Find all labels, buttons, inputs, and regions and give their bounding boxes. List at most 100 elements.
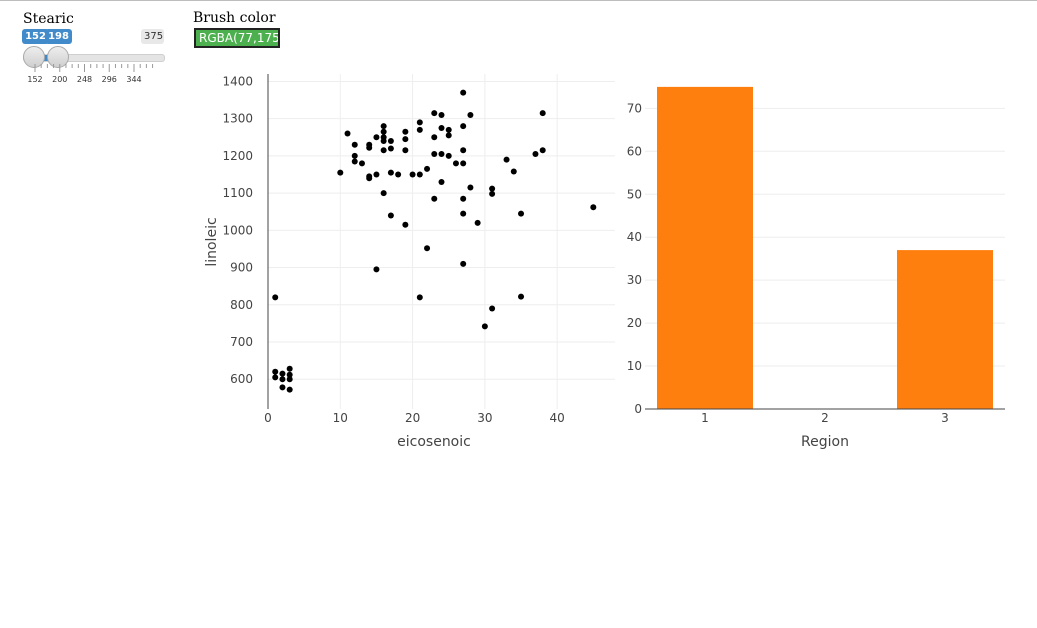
scatter-point[interactable] — [489, 185, 496, 192]
scatter-point[interactable] — [438, 124, 445, 131]
scatter-point[interactable] — [351, 158, 358, 165]
scatter-point[interactable] — [351, 152, 358, 159]
brush-color-input[interactable]: RGBA(77,175 — [194, 28, 280, 48]
scatter-point[interactable] — [380, 123, 387, 130]
scatter-point[interactable] — [373, 171, 380, 178]
scatter-point[interactable] — [272, 368, 279, 375]
scatter-point[interactable] — [510, 168, 517, 175]
scatter-point[interactable] — [380, 147, 387, 154]
scatter-point[interactable] — [286, 371, 293, 378]
scatter-point[interactable] — [460, 123, 467, 130]
scatter-point[interactable] — [286, 376, 293, 383]
bar-x-axis-label: Region — [801, 434, 849, 450]
scatter-point[interactable] — [460, 195, 467, 202]
slider-grid: 152 200 248 296 344 — [27, 64, 154, 84]
scatter-point[interactable] — [445, 152, 452, 159]
scatter-point[interactable] — [438, 178, 445, 185]
scatter-x-tick-label: 20 — [405, 411, 420, 425]
scatter-point[interactable] — [431, 110, 438, 117]
scatter-y-axis-label: linoleic — [204, 217, 220, 266]
scatter-point[interactable] — [416, 294, 423, 301]
slider-to-handle[interactable] — [47, 46, 69, 68]
scatter-plot[interactable]: 600 700 800 900 1000 1100 1200 1300 1400 0 10 20 30 4… — [204, 74, 615, 450]
scatter-point[interactable] — [539, 110, 546, 117]
scatter-point[interactable] — [279, 384, 286, 391]
scatter-x-tick-label: 10 — [333, 411, 348, 425]
scatter-point[interactable] — [380, 128, 387, 135]
scatter-point[interactable] — [532, 151, 539, 158]
scatter-point[interactable] — [518, 293, 525, 300]
scatter-y-tick-label: 900 — [230, 261, 253, 275]
scatter-point[interactable] — [431, 134, 438, 141]
scatter-point[interactable] — [460, 160, 467, 167]
slider-tick-label: 248 — [77, 75, 92, 84]
scatter-point[interactable] — [431, 195, 438, 202]
bar-y-tick-label: 40 — [627, 230, 642, 244]
scatter-y-tick-label: 1100 — [222, 186, 253, 200]
scatter-point[interactable] — [503, 156, 510, 163]
slider-selected-range[interactable] — [35, 55, 57, 61]
scatter-point[interactable] — [402, 128, 409, 135]
scatter-point[interactable] — [286, 365, 293, 372]
bar-x-tick-label: 3 — [941, 411, 949, 425]
scatter-point[interactable] — [438, 151, 445, 158]
scatter-point[interactable] — [539, 147, 546, 154]
scatter-point[interactable] — [445, 126, 452, 133]
bar[interactable] — [897, 250, 993, 409]
scatter-point[interactable] — [409, 171, 416, 178]
scatter-point[interactable] — [424, 165, 431, 172]
scatter-point[interactable] — [380, 190, 387, 197]
scatter-point[interactable] — [366, 175, 373, 182]
scatter-point[interactable] — [387, 145, 394, 152]
scatter-point[interactable] — [402, 221, 409, 228]
scatter-point[interactable] — [474, 219, 481, 226]
scatter-point[interactable] — [272, 294, 279, 301]
scatter-point[interactable] — [279, 376, 286, 383]
slider-to-badge: 198 — [45, 29, 72, 44]
slider-max-badge: 375 — [141, 29, 164, 44]
scatter-point[interactable] — [395, 171, 402, 178]
scatter-point[interactable] — [445, 132, 452, 139]
scatter-point[interactable] — [380, 138, 387, 144]
scatter-y-tick-label: 1300 — [222, 112, 253, 126]
scatter-point[interactable] — [481, 323, 488, 330]
scatter-point[interactable] — [489, 190, 496, 197]
scatter-point[interactable] — [387, 138, 394, 144]
scatter-point[interactable] — [424, 245, 431, 252]
scatter-point[interactable] — [272, 374, 279, 381]
scatter-point[interactable] — [416, 119, 423, 126]
scatter-point[interactable] — [387, 212, 394, 219]
scatter-point[interactable] — [438, 111, 445, 118]
slider-tick-label: 296 — [102, 75, 117, 84]
scatter-point[interactable] — [460, 89, 467, 96]
scatter-point[interactable] — [590, 204, 597, 211]
scatter-point[interactable] — [431, 151, 438, 158]
scatter-point[interactable] — [460, 210, 467, 217]
bar[interactable] — [657, 86, 753, 409]
scatter-point[interactable] — [518, 210, 525, 217]
scatter-x-tick-label: 40 — [550, 411, 565, 425]
scatter-point[interactable] — [366, 144, 373, 151]
scatter-point[interactable] — [467, 111, 474, 118]
scatter-point[interactable] — [402, 147, 409, 154]
bar-chart[interactable]: 0 10 20 30 40 50 60 70 1 2 3 Region — [627, 86, 1005, 450]
scatter-point[interactable] — [337, 169, 344, 176]
scatter-point[interactable] — [460, 147, 467, 154]
scatter-point[interactable] — [452, 160, 459, 167]
scatter-point[interactable] — [467, 184, 474, 191]
scatter-point[interactable] — [373, 134, 380, 141]
scatter-point[interactable] — [416, 126, 423, 133]
scatter-point[interactable] — [351, 141, 358, 148]
scatter-point[interactable] — [358, 160, 365, 167]
bar-y-tick-label: 20 — [627, 316, 642, 330]
scatter-point[interactable] — [286, 386, 293, 393]
scatter-point[interactable] — [402, 136, 409, 143]
scatter-point[interactable] — [373, 266, 380, 273]
scatter-point[interactable] — [387, 169, 394, 176]
scatter-point[interactable] — [489, 305, 496, 312]
scatter-point[interactable] — [416, 171, 423, 178]
scatter-point[interactable] — [460, 260, 467, 267]
slider-from-handle[interactable] — [23, 46, 45, 68]
scatter-point[interactable] — [344, 130, 351, 137]
scatter-point[interactable] — [279, 370, 286, 377]
